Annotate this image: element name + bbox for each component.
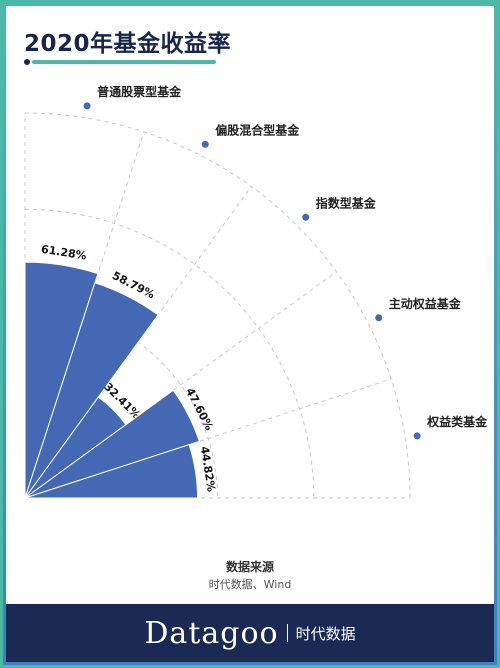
value-label: 44.82% xyxy=(198,445,218,492)
source-title: 数据来源 xyxy=(225,560,274,574)
bar-sector xyxy=(24,444,199,499)
title-dot xyxy=(24,59,30,65)
grid-ring xyxy=(24,112,411,499)
card: 2020年基金收益率 61.28% 普通股票型基金 58.79% 偏股混合型基金 32.… xyxy=(6,6,494,662)
category-dot xyxy=(83,102,91,110)
title-underline xyxy=(32,60,216,64)
value-label: 61.28% xyxy=(40,243,87,263)
grid-ring xyxy=(24,208,315,499)
category-label: 偏股混合型基金 xyxy=(215,122,300,137)
category-dot xyxy=(413,432,421,440)
brand-name-cn: 时代数据 xyxy=(295,624,356,643)
category-label: 权益类基金 xyxy=(426,414,488,429)
category-label: 指数型基金 xyxy=(316,195,377,210)
category-dot xyxy=(302,213,310,221)
category-dot xyxy=(201,140,209,148)
category-dot xyxy=(375,314,383,322)
category-label: 普通股票型基金 xyxy=(97,84,182,99)
chart-title: 2020年基金收益率 xyxy=(24,31,232,57)
polar-bar-chart: 61.28%普通股票型基金58.79%偏股混合型基金32.41%指数型基金47.… xyxy=(24,84,488,499)
source-text: 时代数据、Wind xyxy=(208,578,292,591)
bar-sector xyxy=(24,282,159,499)
brand-logo: Datagoo xyxy=(144,615,279,651)
category-label: 主动权益基金 xyxy=(389,296,462,311)
bar-sector xyxy=(24,389,200,499)
bar-sector xyxy=(24,261,99,499)
footer: Datagoo 时代数据 xyxy=(6,604,494,662)
brand-divider xyxy=(286,624,288,642)
